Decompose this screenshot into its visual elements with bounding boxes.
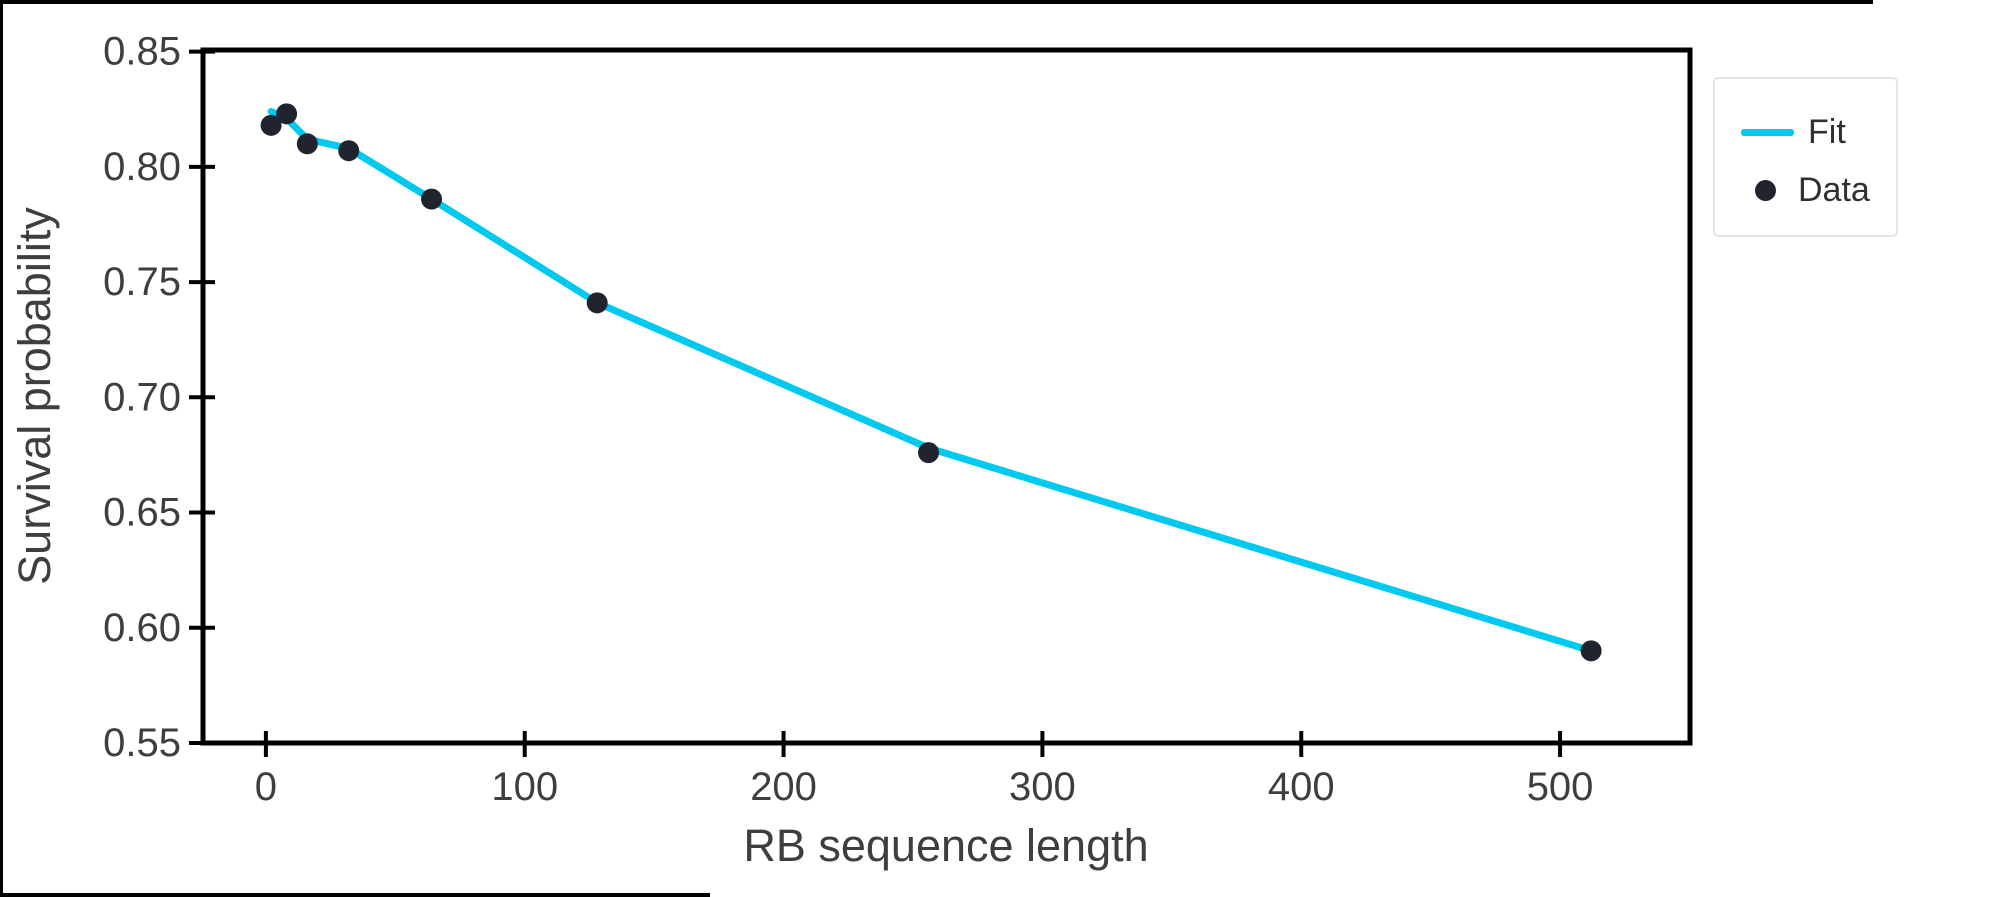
y-tick-label: 0.75 [103,260,181,304]
x-tick-label: 500 [1527,765,1594,809]
x-axis-label: RB sequence length [743,820,1149,871]
data-point [338,140,360,162]
x-tick-label: 0 [255,765,277,809]
y-tick-label: 0.85 [103,30,181,74]
legend-item-fit: Fit [1715,112,1896,151]
data-point [918,442,940,464]
plot-frame [200,47,1693,746]
data-point [276,103,298,125]
y-tick-label: 0.70 [103,375,181,419]
data-point [586,292,608,314]
legend-label-fit: Fit [1808,112,1846,151]
legend: Fit Data [1713,77,1898,237]
data-point [260,114,282,136]
legend-item-data: Data [1715,170,1896,209]
legend-label-data: Data [1798,170,1870,209]
y-axis-label: Survival probability [9,207,60,585]
fit-line [267,108,1595,655]
data-point [421,188,443,210]
x-tick-label: 100 [491,765,558,809]
data-point [296,133,318,155]
fit-line-swatch [1741,128,1794,136]
y-tick-label: 0.55 [103,721,181,765]
data-marker-swatch [1755,179,1776,201]
x-tick-label: 400 [1268,765,1335,809]
window-border-left [0,0,3,897]
window-border-bottom [0,893,710,897]
y-tick-label: 0.60 [103,606,181,650]
data-point [1580,640,1602,662]
x-tick-label: 200 [750,765,817,809]
y-tick-label: 0.80 [103,145,181,189]
y-tick-label: 0.65 [103,491,181,535]
x-tick-label: 300 [1009,765,1076,809]
window-border-top [0,0,1873,4]
